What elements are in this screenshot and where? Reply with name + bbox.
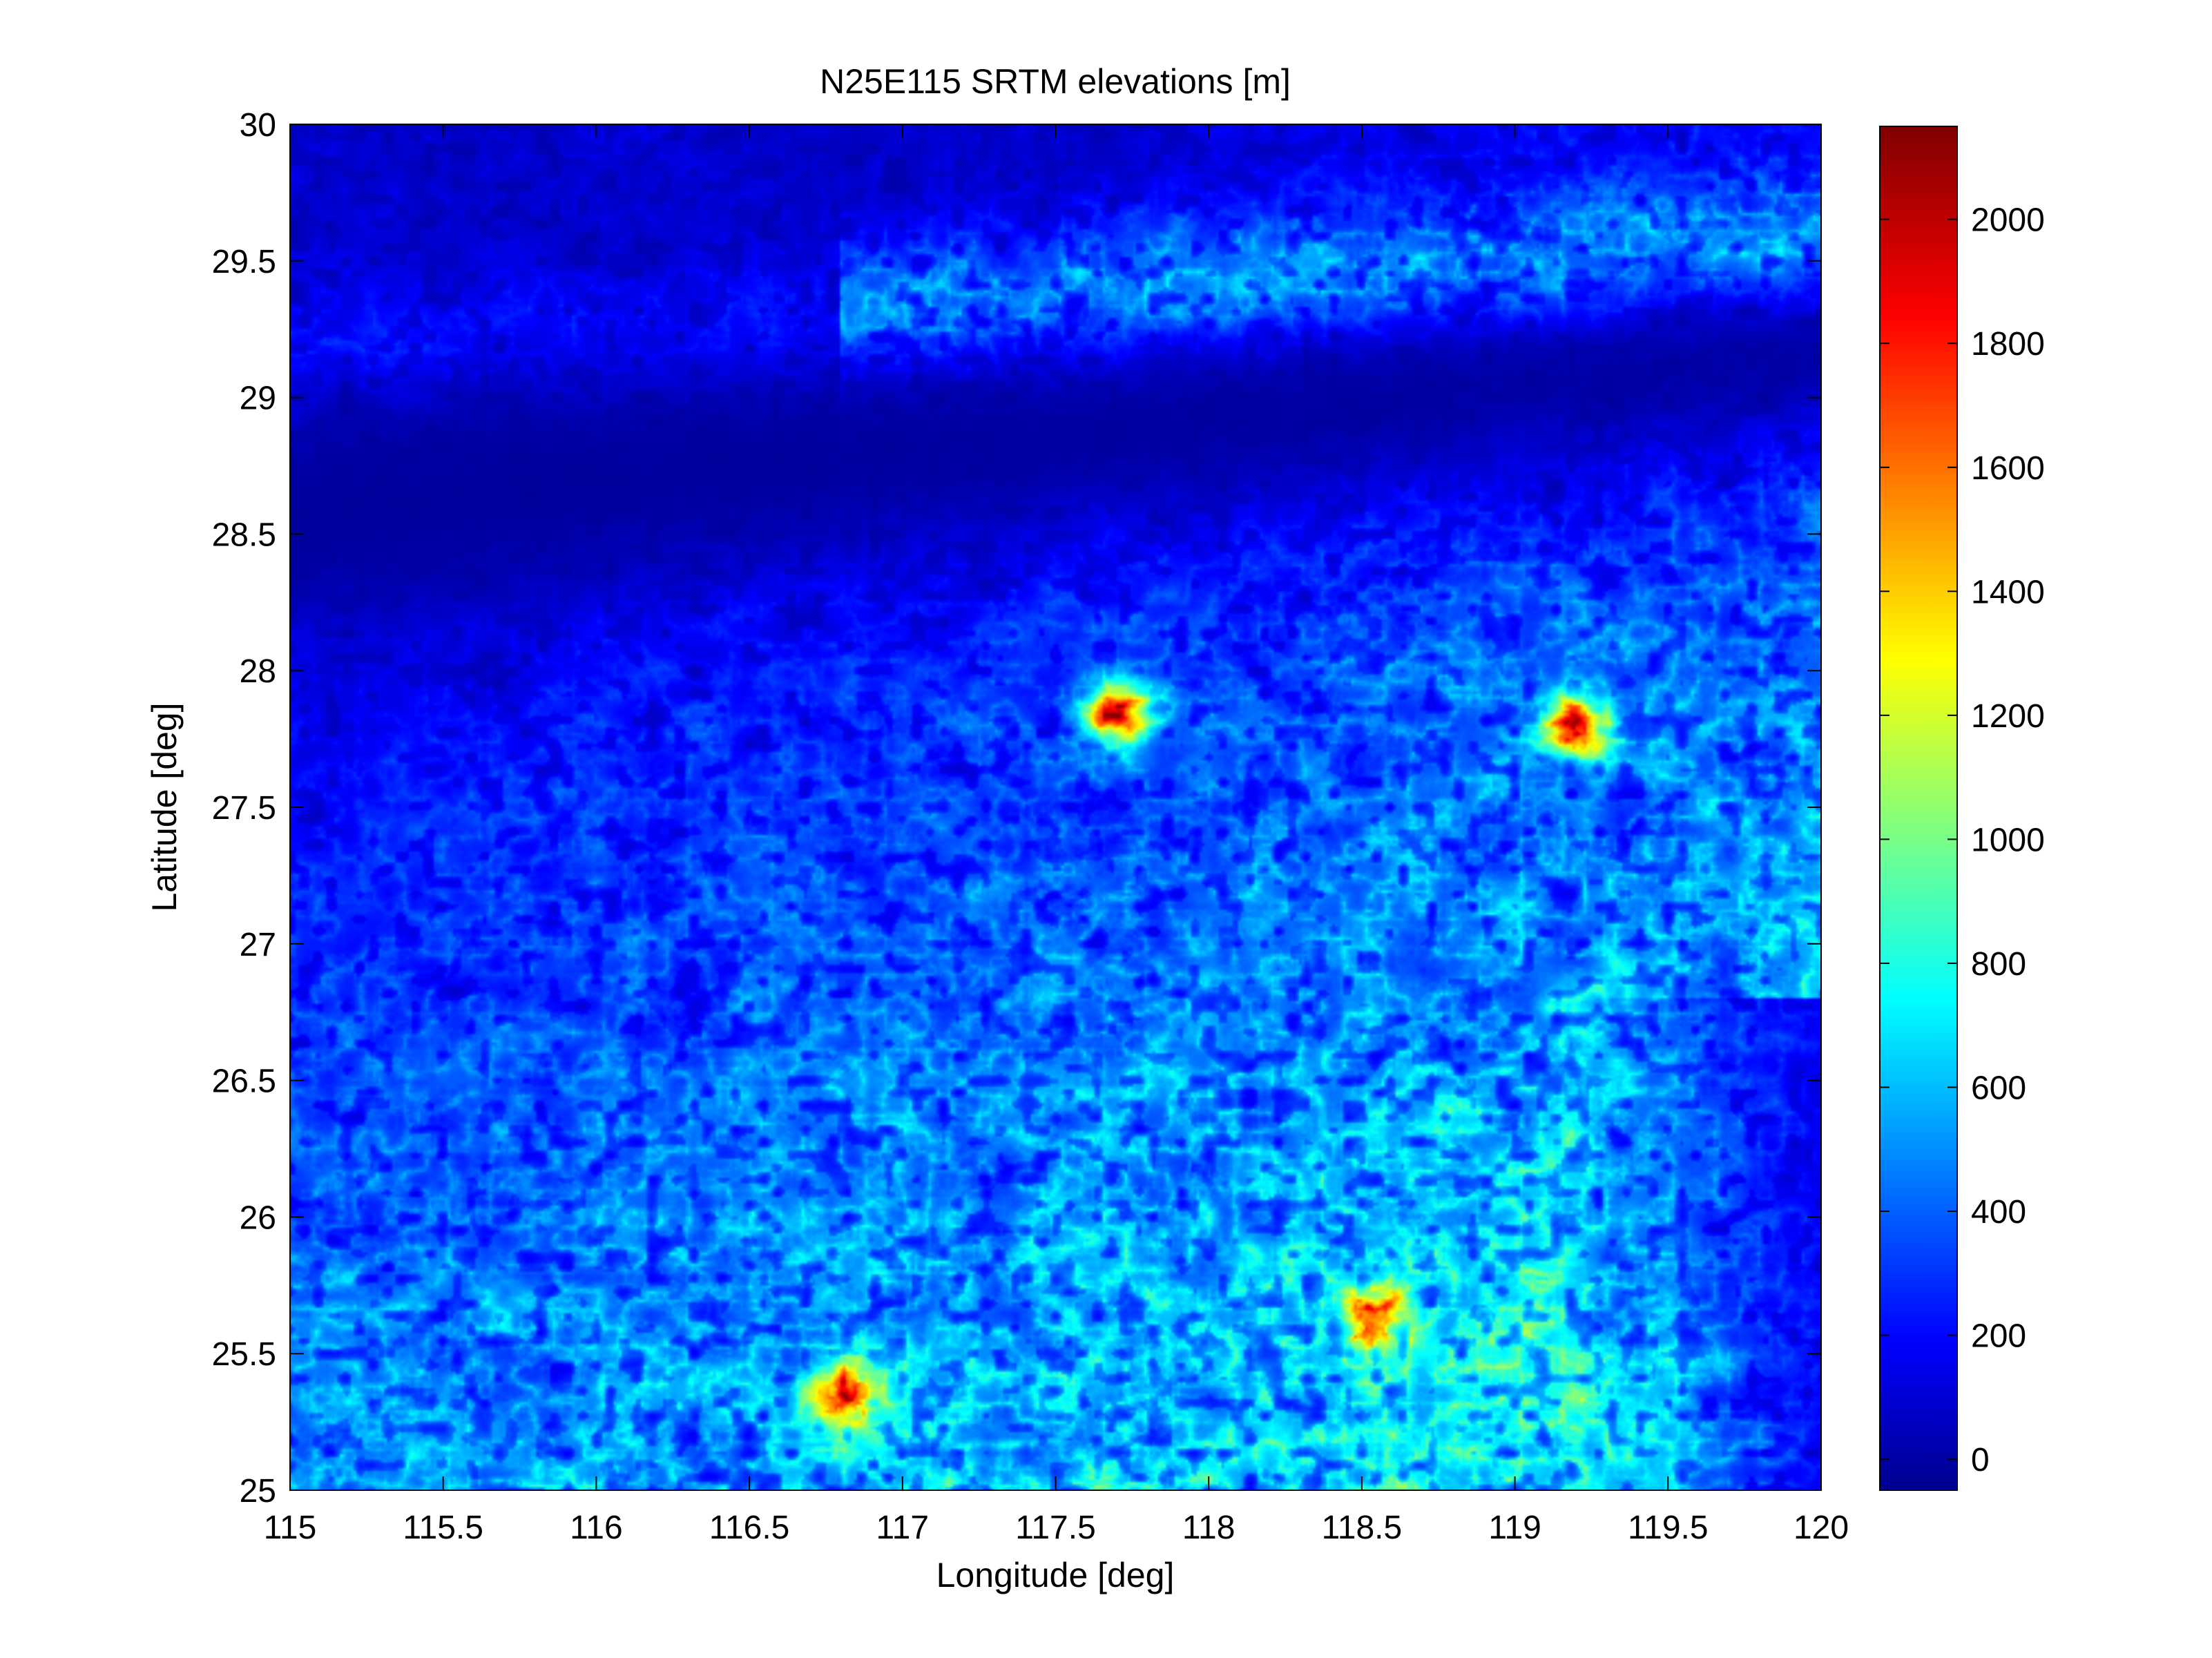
colorbar-tick-label: 800 xyxy=(1971,946,2026,983)
colorbar-gradient xyxy=(1880,126,1957,1490)
x-tick-label: 118.5 xyxy=(1322,1510,1403,1546)
y-tick-label: 27 xyxy=(240,927,276,963)
x-axis-ticks: 115 115.5 116 116.5 117 117.5 118 118.5 119 119.5… xyxy=(264,124,1849,1546)
colorbar-frame xyxy=(1879,126,1958,1491)
y-tick-label: 27.5 xyxy=(212,790,276,827)
x-axis-label: Longitude [deg] xyxy=(936,1556,1175,1594)
y-tick-label: 25.5 xyxy=(212,1336,276,1373)
x-tick-label: 117.5 xyxy=(1015,1510,1096,1546)
colorbar-tick-label: 400 xyxy=(1971,1194,2026,1231)
x-tick-label: 119.5 xyxy=(1628,1510,1709,1546)
x-tick-label: 116.5 xyxy=(709,1510,790,1546)
y-tick-label: 28.5 xyxy=(212,517,276,553)
y-tick-label: 29.5 xyxy=(212,244,276,280)
x-tick-label: 119 xyxy=(1488,1510,1541,1546)
chart-title: N25E115 SRTM elevations [m] xyxy=(820,62,1291,101)
colorbar-tick-label: 1200 xyxy=(1971,698,2045,735)
colorbar-tick-label: 1400 xyxy=(1971,574,2045,610)
colorbar-tick-label: 200 xyxy=(1971,1318,2026,1355)
y-tick-label: 26 xyxy=(240,1199,276,1236)
x-tick-label: 115 xyxy=(264,1510,317,1546)
y-tick-label: 29 xyxy=(240,380,276,417)
elevation-heatmap xyxy=(290,124,1821,1490)
colorbar-tick-label: 1800 xyxy=(1971,326,2045,363)
colorbar-tick-label: 0 xyxy=(1971,1442,1990,1478)
y-tick-label: 26.5 xyxy=(212,1063,276,1100)
y-axis-ticks: 25 25.5 26 26.5 27 27.5 28 28.5 29 29.5 30 xyxy=(212,107,1821,1510)
x-tick-label: 116 xyxy=(570,1510,623,1546)
colorbar-ticks: 0 200 400 600 800 1000 1200 1400 1600 1800 2000 xyxy=(1880,202,2045,1478)
x-tick-label: 120 xyxy=(1793,1510,1849,1546)
x-tick-label: 118 xyxy=(1182,1510,1235,1546)
x-tick-label: 117 xyxy=(876,1510,930,1546)
plot-area: 115 115.5 116 116.5 117 117.5 118 118.5 119 119.5… xyxy=(212,107,1849,1546)
colorbar: 0 200 400 600 800 1000 1200 1400 1600 1800 2000 xyxy=(1879,126,2045,1491)
y-tick-label: 30 xyxy=(240,107,276,144)
y-tick-label: 28 xyxy=(240,653,276,690)
colorbar-tick-label: 600 xyxy=(1971,1070,2026,1106)
colorbar-tick-label: 2000 xyxy=(1971,202,2045,239)
y-axis-label: Latitude [deg] xyxy=(145,702,184,912)
colorbar-tick-label: 1600 xyxy=(1971,450,2045,487)
y-tick-label: 25 xyxy=(240,1473,276,1510)
x-tick-label: 115.5 xyxy=(403,1510,483,1546)
colorbar-tick-label: 1000 xyxy=(1971,822,2045,858)
